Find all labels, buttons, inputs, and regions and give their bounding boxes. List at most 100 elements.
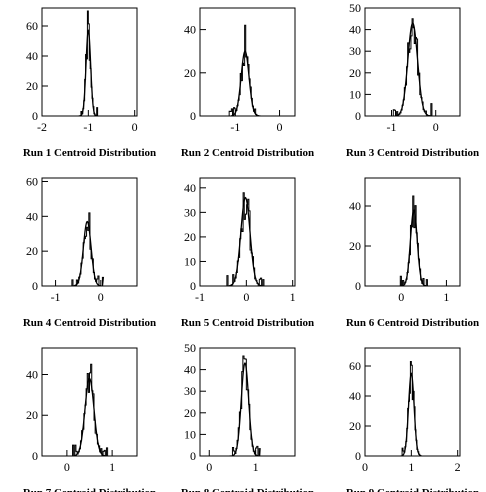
y-tick-label: 40 xyxy=(349,23,361,37)
y-tick-label: 0 xyxy=(355,279,361,293)
y-tick-label: 20 xyxy=(184,406,196,420)
panel-run-6: 0 20 40 0 1 Run 6 Centroid Distribution xyxy=(346,177,479,329)
y-tick-label: 0 xyxy=(190,449,196,463)
x-tick-label: 2 xyxy=(455,460,461,474)
y-tick-label: 0 xyxy=(190,109,196,123)
plot-frame xyxy=(41,347,138,457)
y-tick-label: 50 xyxy=(349,1,361,15)
x-tick-label: 0 xyxy=(132,120,138,134)
y-tick-label: 10 xyxy=(184,427,196,441)
gaussian-fit-curve xyxy=(401,372,422,457)
y-tick-label: 40 xyxy=(26,367,38,381)
histogram-bars xyxy=(226,192,265,287)
gaussian-fit-curve xyxy=(401,209,426,287)
x-tick-label: 0 xyxy=(98,290,104,304)
panel-run-8: 0 10 20 30 40 50 0 1 Run 8 Centroid Distribution xyxy=(181,341,314,492)
y-tick-label: 0 xyxy=(355,449,361,463)
y-tick-label: 20 xyxy=(26,244,38,258)
panel-title: Run 3 Centroid Distribution xyxy=(346,147,479,159)
panel-title: Run 9 Centroid Distribution xyxy=(346,487,479,492)
y-tick-label: 40 xyxy=(184,181,196,195)
x-tick-label: -1 xyxy=(51,290,61,304)
panel-title: Run 5 Centroid Distribution xyxy=(181,317,314,329)
x-tick-label: 1 xyxy=(253,460,259,474)
plot-frame xyxy=(41,7,138,117)
panel-title: Run 2 Centroid Distribution xyxy=(181,147,314,159)
y-tick-label: 0 xyxy=(190,279,196,293)
panel-run-4: 0 20 40 60 -1 0 Run 4 Centroid Distribution xyxy=(23,174,156,329)
panel-title: Run 7 Centroid Distribution xyxy=(23,487,156,492)
y-tick-label: 20 xyxy=(184,230,196,244)
plot-frame xyxy=(199,7,296,117)
y-tick-label: 40 xyxy=(349,389,361,403)
x-tick-label: -2 xyxy=(37,120,47,134)
y-tick-label: 20 xyxy=(349,419,361,433)
plot-frame xyxy=(41,177,138,287)
histogram-bars xyxy=(71,212,105,287)
panel-title: Run 1 Centroid Distribution xyxy=(23,147,156,159)
y-tick-label: 60 xyxy=(26,19,38,33)
x-tick-label: 1 xyxy=(109,460,115,474)
x-tick-label: 1 xyxy=(290,290,296,304)
gaussian-fit-curve xyxy=(80,29,97,117)
histogram-bars xyxy=(228,24,262,117)
y-tick-label: 40 xyxy=(184,363,196,377)
x-tick-label: 1 xyxy=(443,290,449,304)
x-tick-label: 0 xyxy=(64,460,70,474)
x-tick-label: -1 xyxy=(83,120,93,134)
x-tick-label: 0 xyxy=(362,460,368,474)
y-tick-label: 10 xyxy=(349,87,361,101)
panel-run-1: 0 20 40 60 -2 -1 0 Run 1 Centroid Distribution xyxy=(23,7,156,159)
x-tick-label: 0 xyxy=(206,460,212,474)
panel-title: Run 8 Centroid Distribution xyxy=(181,487,314,492)
panel-run-2: 0 20 40 -1 0 Run 2 Centroid Distribution xyxy=(181,7,314,159)
y-tick-label: 40 xyxy=(26,49,38,63)
y-tick-label: 40 xyxy=(349,199,361,213)
gaussian-fit-curve xyxy=(395,22,430,117)
x-tick-label: -1 xyxy=(387,120,397,134)
histogram-bars xyxy=(392,18,434,117)
plot-frame xyxy=(199,177,296,287)
y-tick-label: 50 xyxy=(184,341,196,355)
plot-frame xyxy=(364,347,461,457)
y-tick-label: 40 xyxy=(26,209,38,223)
y-tick-label: 10 xyxy=(184,254,196,268)
x-tick-label: -1 xyxy=(230,120,240,134)
gaussian-fit-curve xyxy=(229,196,262,287)
histogram-bars xyxy=(78,10,99,117)
y-tick-label: 60 xyxy=(349,359,361,373)
x-tick-label: -1 xyxy=(195,290,205,304)
panel-title: Run 4 Centroid Distribution xyxy=(23,317,156,329)
y-tick-label: 20 xyxy=(26,79,38,93)
x-tick-label: 0 xyxy=(433,120,439,134)
gaussian-fit-curve xyxy=(73,220,101,287)
y-tick-label: 20 xyxy=(349,66,361,80)
y-tick-label: 30 xyxy=(184,384,196,398)
y-tick-label: 20 xyxy=(184,66,196,80)
y-tick-label: 0 xyxy=(32,109,38,123)
y-tick-label: 30 xyxy=(349,44,361,58)
y-tick-label: 20 xyxy=(349,239,361,253)
plot-frame xyxy=(199,347,296,457)
panel-run-7: 0 20 40 0 1 Run 7 Centroid Distribution xyxy=(23,347,156,492)
panel-title: Run 6 Centroid Distribution xyxy=(346,317,479,329)
panel-run-9: 0 20 40 60 0 1 2 Run 9 Centroid Distribution xyxy=(346,347,479,492)
x-tick-label: 0 xyxy=(398,290,404,304)
plot-frame xyxy=(364,177,461,287)
y-tick-label: 30 xyxy=(184,205,196,219)
histogram-bars xyxy=(229,355,261,457)
y-tick-label: 0 xyxy=(355,109,361,123)
gaussian-fit-curve xyxy=(231,362,259,457)
y-tick-label: 40 xyxy=(184,23,196,37)
y-tick-label: 20 xyxy=(26,408,38,422)
x-tick-label: 0 xyxy=(243,290,249,304)
y-tick-label: 60 xyxy=(26,174,38,188)
y-tick-label: 0 xyxy=(32,449,38,463)
x-tick-label: 0 xyxy=(277,120,283,134)
y-tick-label: 0 xyxy=(32,279,38,293)
plot-frame xyxy=(364,7,461,117)
panel-run-3: 0 10 20 30 40 50 -1 0 Run 3 Centroid Distributio… xyxy=(346,1,479,159)
gaussian-fit-curve xyxy=(73,377,106,457)
